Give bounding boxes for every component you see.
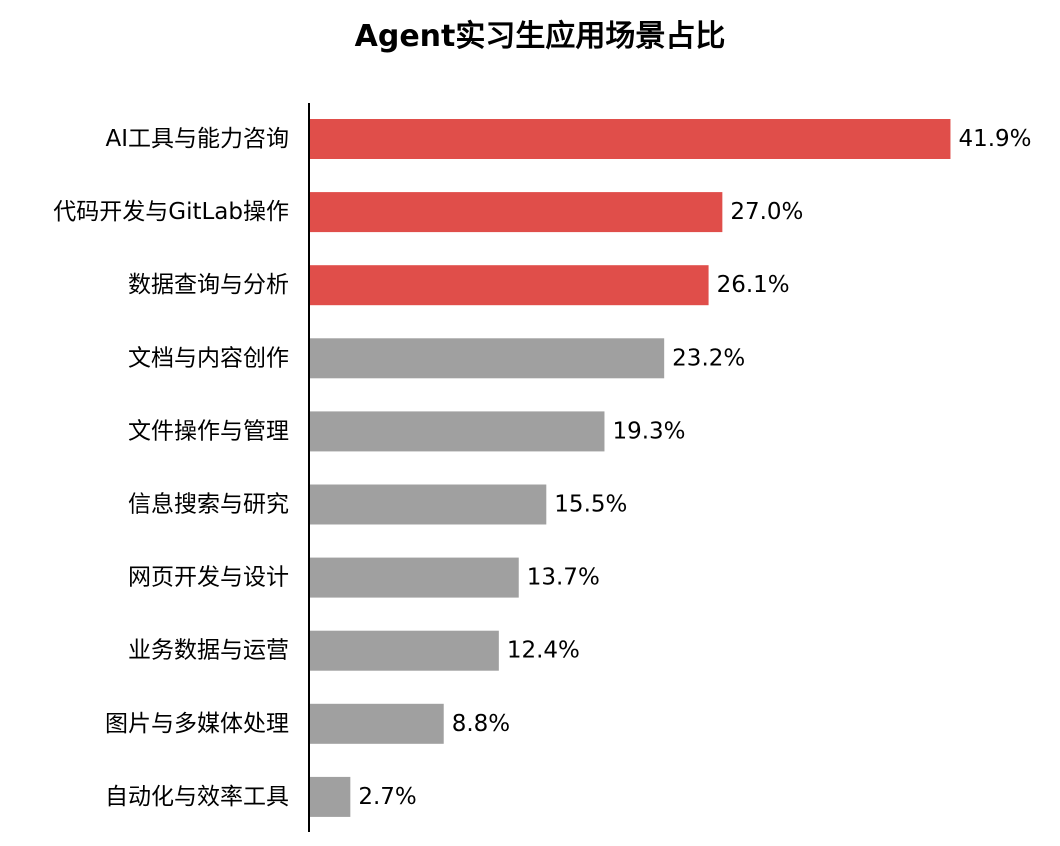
value-label: 12.4%	[507, 638, 580, 664]
category-label: 信息搜索与研究	[128, 492, 289, 518]
bar	[309, 630, 499, 671]
value-label: 41.9%	[958, 126, 1031, 152]
value-label: 15.5%	[554, 492, 627, 518]
category-label: 图片与多媒体处理	[105, 711, 289, 737]
value-label: 2.7%	[358, 784, 416, 810]
bar	[309, 119, 951, 159]
bar	[309, 484, 547, 525]
bar	[309, 265, 709, 306]
category-label: 文档与内容创作	[128, 345, 289, 371]
value-label: 23.2%	[672, 345, 745, 371]
category-label: AI工具与能力咨询	[105, 126, 289, 152]
bar	[309, 776, 351, 817]
bar	[309, 703, 444, 744]
category-label: 网页开发与设计	[128, 565, 289, 591]
category-label: 业务数据与运营	[128, 638, 289, 664]
bar	[309, 338, 665, 379]
value-label: 26.1%	[717, 272, 790, 298]
bar	[309, 557, 519, 598]
category-label: 代码开发与GitLab操作	[53, 199, 289, 225]
category-label: 文件操作与管理	[128, 418, 289, 444]
value-label: 8.8%	[452, 711, 510, 737]
labels-layer: AI工具与能力咨询 41.9% 代码开发与GitLab操作 27.0% 数据查询与分析 2…	[53, 126, 1031, 810]
bars-layer	[309, 119, 951, 817]
bar	[309, 411, 605, 452]
value-label: 27.0%	[730, 199, 803, 225]
chart-title: Agent实习生应用场景占比	[355, 19, 726, 54]
bar	[309, 192, 723, 233]
value-label: 13.7%	[527, 565, 600, 591]
category-label: 数据查询与分析	[128, 272, 289, 298]
category-label: 自动化与效率工具	[105, 784, 289, 810]
value-label: 19.3%	[612, 418, 685, 444]
